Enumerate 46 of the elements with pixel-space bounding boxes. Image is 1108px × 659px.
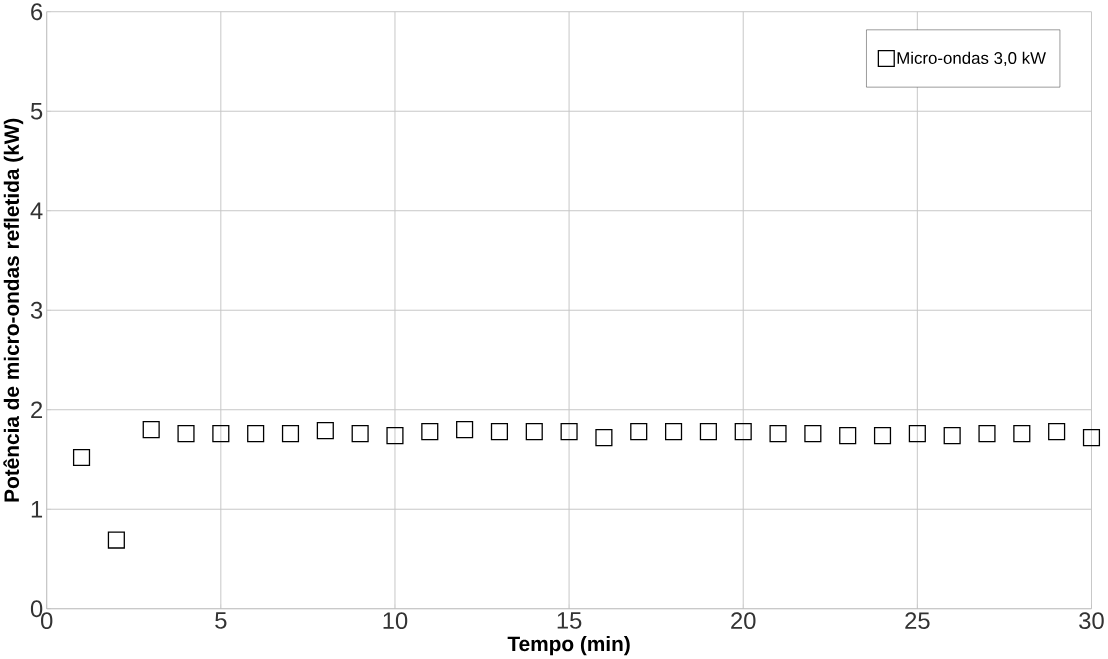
y-tick-label: 1: [31, 501, 43, 518]
x-tick-label: 20: [731, 612, 756, 630]
point: [247, 425, 265, 443]
point: [72, 449, 91, 467]
point: [943, 427, 961, 445]
point: [142, 421, 160, 439]
point: [421, 423, 439, 441]
y-axis-title: Potência de micro-ondas refletida (kW): [3, 118, 24, 502]
point: [595, 429, 613, 447]
y-tick-label: 4: [30, 202, 43, 220]
point: [908, 425, 926, 443]
point: [212, 425, 230, 443]
point: [839, 427, 857, 445]
point: [630, 423, 648, 441]
point: [525, 423, 543, 441]
point: [490, 423, 509, 441]
point: [281, 425, 300, 443]
y-tick-label: 2: [31, 401, 43, 419]
y-tick-label: 0: [30, 600, 43, 618]
x-tick-label: 30: [1079, 612, 1104, 630]
point: [107, 531, 125, 549]
x-tick-label: 10: [383, 612, 408, 630]
point: [664, 423, 683, 441]
point: [1048, 423, 1066, 441]
point: [978, 425, 996, 443]
point: [386, 427, 404, 445]
legend-label: Micro-ondas 3,0 kW: [897, 51, 1046, 67]
y-tick-label: 5: [30, 103, 43, 120]
point: [1013, 425, 1031, 443]
x-axis-title: Tempo (min): [507, 636, 630, 656]
x-tick-label: 5: [215, 612, 227, 630]
point: [873, 427, 892, 445]
point: [699, 423, 717, 441]
point: [177, 425, 195, 443]
point: [804, 425, 822, 443]
y-tick-label: 3: [30, 302, 43, 319]
point: [1082, 429, 1101, 447]
x-tick-label: 15: [557, 612, 582, 630]
point: [456, 421, 474, 439]
y-tick-label: 6: [31, 3, 43, 21]
point: [769, 425, 787, 443]
point: [560, 423, 578, 441]
point: [316, 422, 334, 440]
point: [351, 425, 369, 443]
x-tick-label: 25: [905, 612, 930, 630]
point: [734, 423, 752, 441]
